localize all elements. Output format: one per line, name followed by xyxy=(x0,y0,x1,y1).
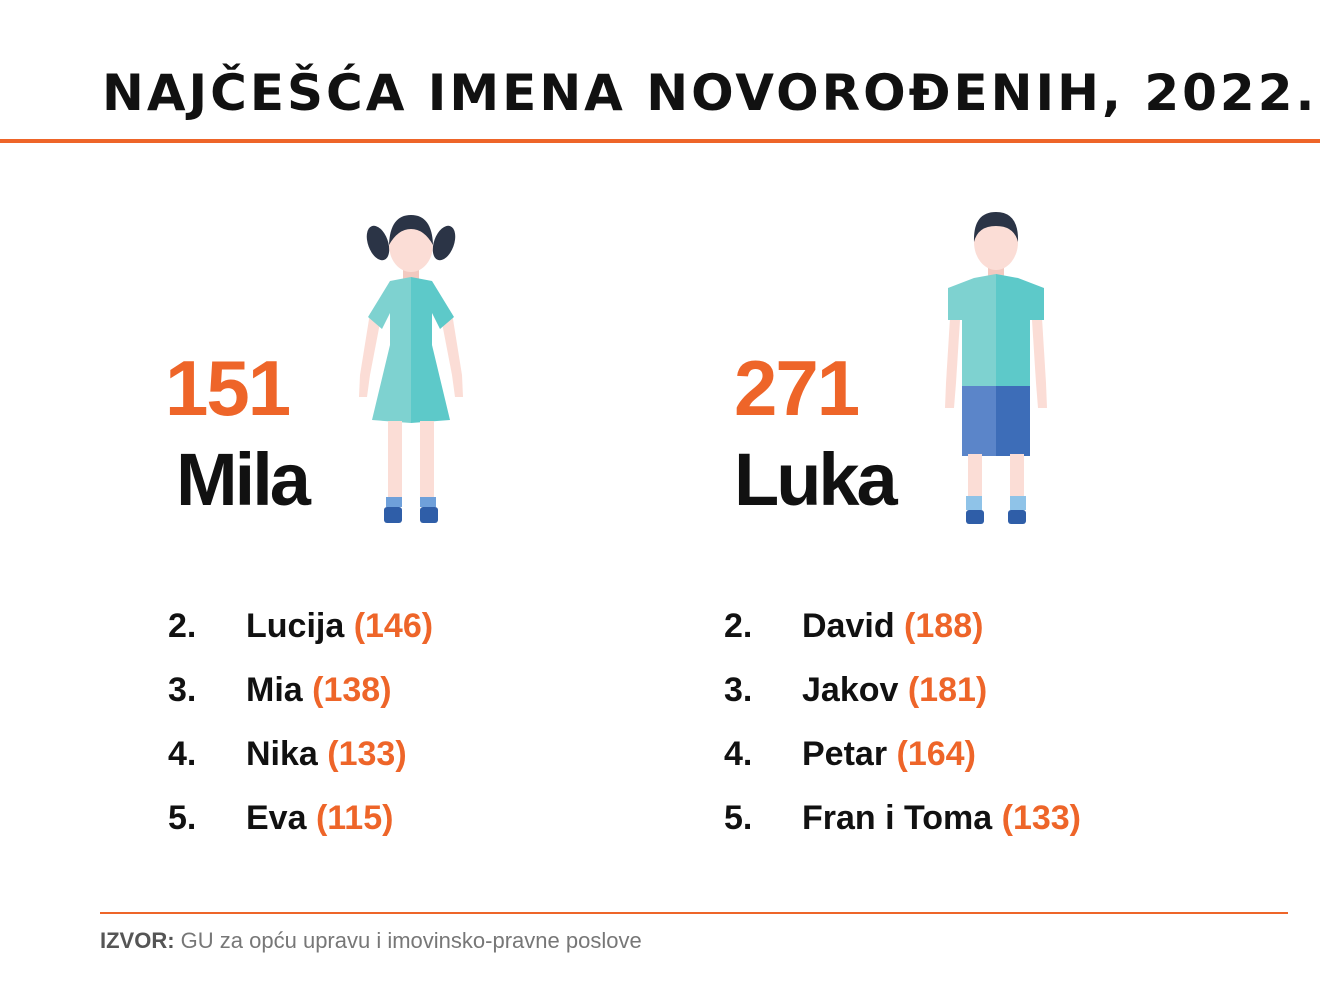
source-note: IZVOR: GU za opću upravu i imovinsko-pra… xyxy=(100,928,642,954)
source-label: IZVOR: xyxy=(100,928,175,953)
girl-figure-icon xyxy=(359,215,463,523)
name: Lucija xyxy=(246,607,345,645)
count: (181) xyxy=(907,671,988,709)
count: (164) xyxy=(896,735,976,773)
name: Fran i Toma xyxy=(802,799,993,837)
list-item: 3. Mia (138) xyxy=(168,658,433,722)
name: Jakov xyxy=(802,671,899,709)
name: Mia xyxy=(246,671,303,709)
boy-figure-icon xyxy=(945,212,1047,524)
page-title: NAJČEŠĆA IMENA NOVOROĐENIH, 2022. xyxy=(102,64,1318,122)
list-item: 4. Nika (133) xyxy=(168,722,433,786)
girls-top-name: Mila xyxy=(176,438,311,521)
rank: 2. xyxy=(168,607,197,645)
name: Eva xyxy=(246,799,307,837)
count: (146) xyxy=(353,607,434,645)
name: Petar xyxy=(802,735,888,773)
list-item: 4. Petar (164) xyxy=(724,722,1081,786)
list-item: 5. Fran i Toma (133) xyxy=(724,786,1081,850)
rank: 3. xyxy=(168,671,197,709)
rank: 5. xyxy=(724,799,753,837)
rank: 2. xyxy=(724,607,753,645)
count: (133) xyxy=(1001,799,1081,837)
title-divider xyxy=(0,139,1320,143)
count: (188) xyxy=(904,607,984,645)
boys-top-name: Luka xyxy=(734,438,898,521)
boys-name-list: 2. David (188) 3. Jakov (181) 4. Petar (164… xyxy=(724,594,1081,850)
list-item: 5. Eva (115) xyxy=(168,786,433,850)
count: (133) xyxy=(327,735,407,773)
list-item: 3. Jakov (181) xyxy=(724,658,1081,722)
name: David xyxy=(802,607,895,645)
count: (115) xyxy=(315,799,394,837)
list-item: 2. Lucija (146) xyxy=(168,594,433,658)
rank: 5. xyxy=(168,799,197,837)
name: Nika xyxy=(246,735,318,773)
rank: 3. xyxy=(724,671,753,709)
count: (138) xyxy=(312,671,392,709)
girls-top-count: 151 xyxy=(165,344,291,432)
source-divider xyxy=(100,912,1288,914)
rank: 4. xyxy=(168,735,197,773)
list-item: 2. David (188) xyxy=(724,594,1081,658)
girls-name-list: 2. Lucija (146) 3. Mia (138) 4. Nika (133) … xyxy=(168,594,433,850)
source-text: GU za opću upravu i imovinsko-pravne pos… xyxy=(174,928,642,953)
rank: 4. xyxy=(724,735,753,773)
boys-top-count: 271 xyxy=(734,344,860,432)
